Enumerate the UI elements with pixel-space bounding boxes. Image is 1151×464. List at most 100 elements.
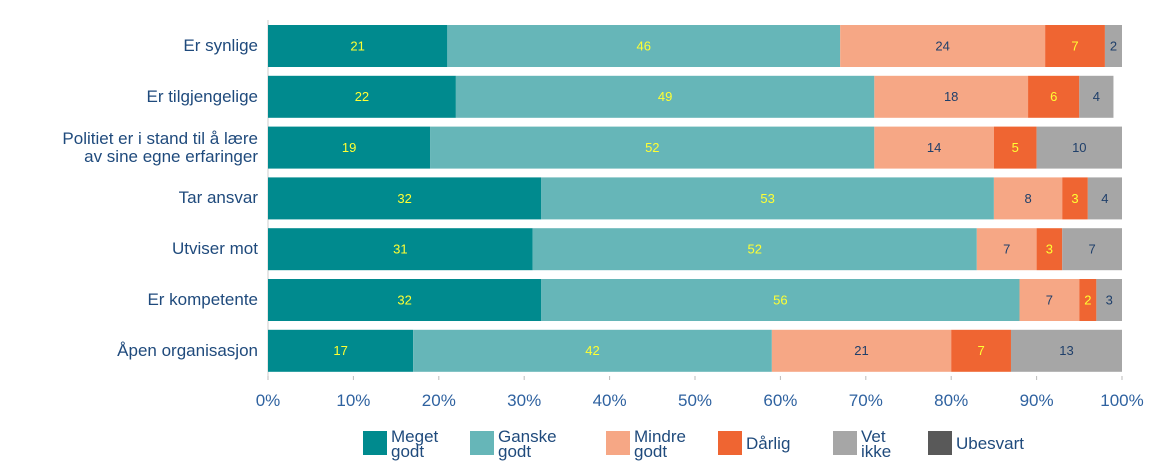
bar-segment — [1062, 177, 1088, 220]
bar-segment — [532, 228, 977, 271]
bar-segment — [1028, 75, 1080, 118]
data-label: 21 — [854, 343, 868, 358]
legend-swatch — [928, 431, 952, 455]
bar-segment — [976, 228, 1037, 271]
legend-label: Meget godt — [391, 427, 439, 461]
bar-segment — [993, 177, 1063, 220]
data-label: 53 — [760, 191, 774, 206]
legend-swatch — [833, 431, 857, 455]
legend-swatch — [470, 431, 494, 455]
bar-segment — [268, 329, 414, 372]
bar-segment — [541, 279, 1020, 321]
x-tick-label: 0% — [255, 391, 281, 410]
data-label: 13 — [1059, 343, 1073, 358]
data-label: 31 — [393, 242, 407, 257]
data-label: 52 — [748, 242, 762, 257]
data-label: 32 — [397, 191, 411, 206]
x-tick-label: 40% — [592, 391, 627, 410]
bar-segment — [1104, 25, 1122, 67]
legend-swatch — [718, 431, 742, 455]
bar-segment — [268, 126, 431, 169]
x-tick-label: 100% — [1100, 391, 1144, 410]
x-tick-label: 10% — [336, 391, 371, 410]
data-label: 7 — [977, 343, 984, 358]
data-label: 56 — [773, 292, 787, 307]
data-label: 5 — [1012, 140, 1019, 155]
x-tick-label: 20% — [421, 391, 456, 410]
bar-segment — [268, 228, 533, 271]
bar-segment — [430, 126, 875, 169]
bar-segment — [447, 25, 841, 67]
legend-label: Ganske godt — [498, 427, 557, 461]
data-label: 7 — [1088, 242, 1095, 257]
data-label: 42 — [585, 343, 599, 358]
bar-segment — [1087, 177, 1122, 220]
bar-segment — [874, 126, 994, 169]
category-label: Er synlige — [183, 36, 258, 55]
x-tick-label: 70% — [848, 391, 883, 410]
data-label: 19 — [342, 140, 356, 155]
category-label: Er kompetente — [147, 290, 258, 309]
data-label: 18 — [944, 89, 958, 104]
data-label: 14 — [927, 140, 941, 155]
data-label: 7 — [1071, 38, 1078, 53]
bar-segment — [1036, 228, 1063, 271]
data-label: 4 — [1093, 89, 1100, 104]
data-label: 52 — [645, 140, 659, 155]
category-label: Er tilgjengelige — [146, 86, 258, 106]
x-tick-label: 60% — [763, 391, 798, 410]
data-label: 7 — [1046, 292, 1053, 307]
data-label: 46 — [637, 38, 651, 53]
data-label: 8 — [1024, 191, 1031, 206]
data-label: 3 — [1071, 191, 1078, 206]
x-tick-label: 90% — [1019, 391, 1054, 410]
legend-swatch — [363, 431, 387, 455]
data-label: 6 — [1050, 89, 1057, 104]
data-label: 2 — [1084, 292, 1091, 307]
bar-segment — [1096, 279, 1122, 321]
bar-segment — [1062, 228, 1122, 271]
data-label: 3 — [1106, 292, 1113, 307]
data-label: 32 — [397, 292, 411, 307]
category-label: Politiet er i stand til å lære av sine e… — [62, 128, 258, 166]
data-label: 17 — [333, 343, 347, 358]
bar-segment — [1010, 329, 1122, 372]
data-label: 4 — [1101, 191, 1108, 206]
bar-segment — [840, 25, 1046, 67]
category-label: Tar ansvar — [178, 188, 258, 208]
bar-segment — [268, 177, 542, 220]
x-tick-label: 50% — [677, 391, 713, 410]
bar-segment — [455, 75, 875, 118]
x-tick-label: 80% — [934, 391, 969, 410]
legend-label: Ubesvart — [956, 434, 1025, 453]
legend-label: Dårlig — [746, 434, 791, 453]
data-label: 3 — [1046, 242, 1053, 257]
legend-label: Vet ikke — [861, 427, 892, 461]
bar-segment — [874, 75, 1029, 118]
legend-swatch — [606, 431, 630, 455]
data-label: 10 — [1072, 140, 1086, 155]
bar-segment — [1019, 279, 1080, 321]
bar-segment — [268, 75, 456, 118]
data-label: 24 — [935, 38, 949, 53]
bar-segment — [993, 126, 1037, 169]
bar-segment — [268, 279, 542, 321]
bar-segment — [268, 25, 448, 67]
bar-segment — [771, 329, 952, 372]
data-label: 49 — [658, 89, 672, 104]
bar-segment — [1079, 279, 1097, 321]
bar-segment — [541, 177, 994, 220]
legend-label: Mindre godt — [634, 427, 686, 461]
bar-segment — [1045, 25, 1105, 67]
data-label: 22 — [355, 89, 369, 104]
bar-segment — [951, 329, 1011, 372]
data-label: 21 — [350, 38, 364, 53]
bar-segment — [1079, 75, 1114, 118]
bar-segment — [413, 329, 772, 372]
x-tick-label: 30% — [507, 391, 542, 410]
category-label: Åpen organisasjon — [117, 340, 258, 360]
category-label: Utviser mot — [172, 239, 258, 259]
data-label: 2 — [1110, 38, 1117, 53]
